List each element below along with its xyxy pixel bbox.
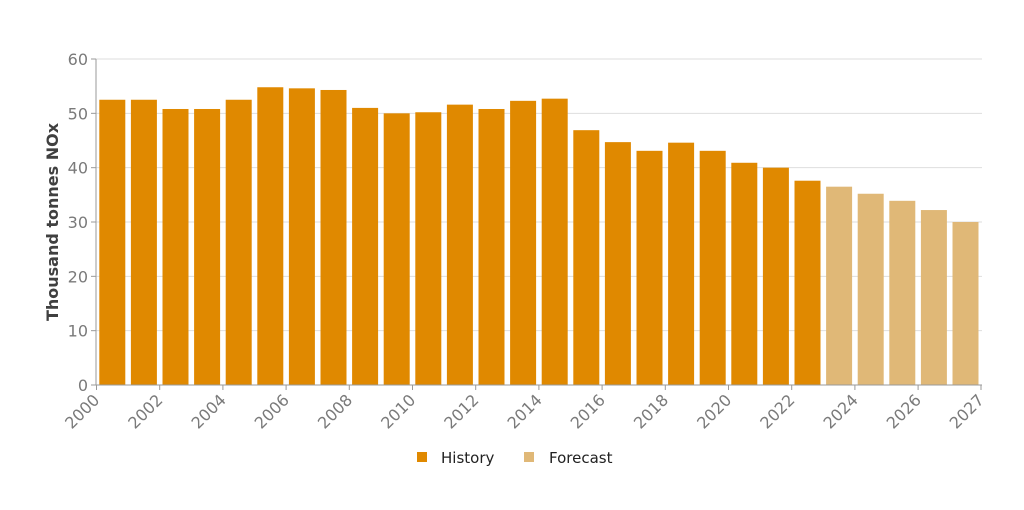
bar-history-2017: [636, 150, 663, 385]
bar-history-2020: [731, 162, 758, 385]
x-tick-label-2020: 2020: [693, 390, 735, 432]
bar-history-2010: [415, 112, 442, 385]
x-tick-label-2018: 2018: [630, 390, 672, 432]
x-tick-label-2010: 2010: [377, 390, 419, 432]
x-tick-label-2004: 2004: [188, 390, 230, 432]
bar-forecast-2024: [857, 193, 884, 385]
bar-forecast-2026: [920, 210, 947, 385]
y-tick-label-20: 20: [68, 267, 88, 286]
axes: [91, 58, 982, 390]
legend-swatch-history: [417, 452, 427, 462]
y-tick-label-60: 60: [68, 50, 88, 69]
y-tick-label-50: 50: [68, 104, 88, 123]
bar-history-2009: [383, 113, 410, 385]
x-tick-label-2026: 2026: [883, 390, 925, 432]
bar-history-2014: [541, 98, 568, 385]
bar-history-2011: [446, 104, 473, 385]
x-tick-label-2000: 2000: [61, 390, 103, 432]
y-tick-label-40: 40: [68, 159, 88, 178]
bar-history-2002: [162, 108, 189, 385]
bar-history-2001: [130, 99, 157, 385]
x-tick-label-2012: 2012: [440, 390, 482, 432]
y-tick-label-10: 10: [68, 322, 88, 341]
y-tick-label-0: 0: [78, 376, 88, 395]
x-tick-label-2014: 2014: [504, 390, 546, 432]
x-tick-label-2016: 2016: [567, 390, 609, 432]
x-tick-label-2022: 2022: [756, 390, 798, 432]
legend-swatch-forecast: [524, 452, 534, 462]
x-tick-label-2024: 2024: [820, 390, 862, 432]
bar-forecast-2025: [889, 200, 916, 385]
x-tick-labels: 2000 2002 2004 2006 2008 2010 2012 2014 2016 2018…: [61, 390, 988, 432]
bar-history-2003: [194, 108, 221, 385]
legend: History Forecast: [417, 449, 613, 467]
bar-forecast-2023: [826, 186, 853, 385]
bar-forecast-2027: [952, 222, 979, 385]
bar-history-2016: [604, 142, 631, 385]
bars: [99, 87, 979, 386]
y-axis-title: Thousand tonnes NOx: [43, 122, 62, 321]
y-tick-label-30: 30: [68, 213, 88, 232]
bar-history-2013: [510, 100, 537, 385]
y-tick-labels: 0 10 20 30 40 50 60: [68, 50, 88, 395]
bar-history-2006: [288, 88, 315, 385]
bar-history-2007: [320, 89, 347, 385]
bar-history-2021: [762, 167, 789, 385]
x-tick-label-2008: 2008: [314, 390, 356, 432]
bar-history-2015: [573, 130, 600, 385]
bar-history-2000: [99, 99, 126, 385]
x-tick-label-2027: 2027: [946, 390, 988, 432]
bar-history-2018: [668, 142, 695, 385]
bar-history-2019: [699, 150, 726, 385]
bar-history-2022: [794, 180, 821, 385]
legend-label-forecast: Forecast: [549, 449, 613, 467]
x-tick-label-2006: 2006: [251, 390, 293, 432]
bar-history-2008: [352, 107, 379, 386]
legend-label-history: History: [441, 449, 494, 467]
bar-history-2012: [478, 108, 505, 385]
bar-history-2004: [225, 99, 252, 385]
x-tick-label-2002: 2002: [124, 390, 166, 432]
bar-history-2005: [257, 87, 284, 386]
